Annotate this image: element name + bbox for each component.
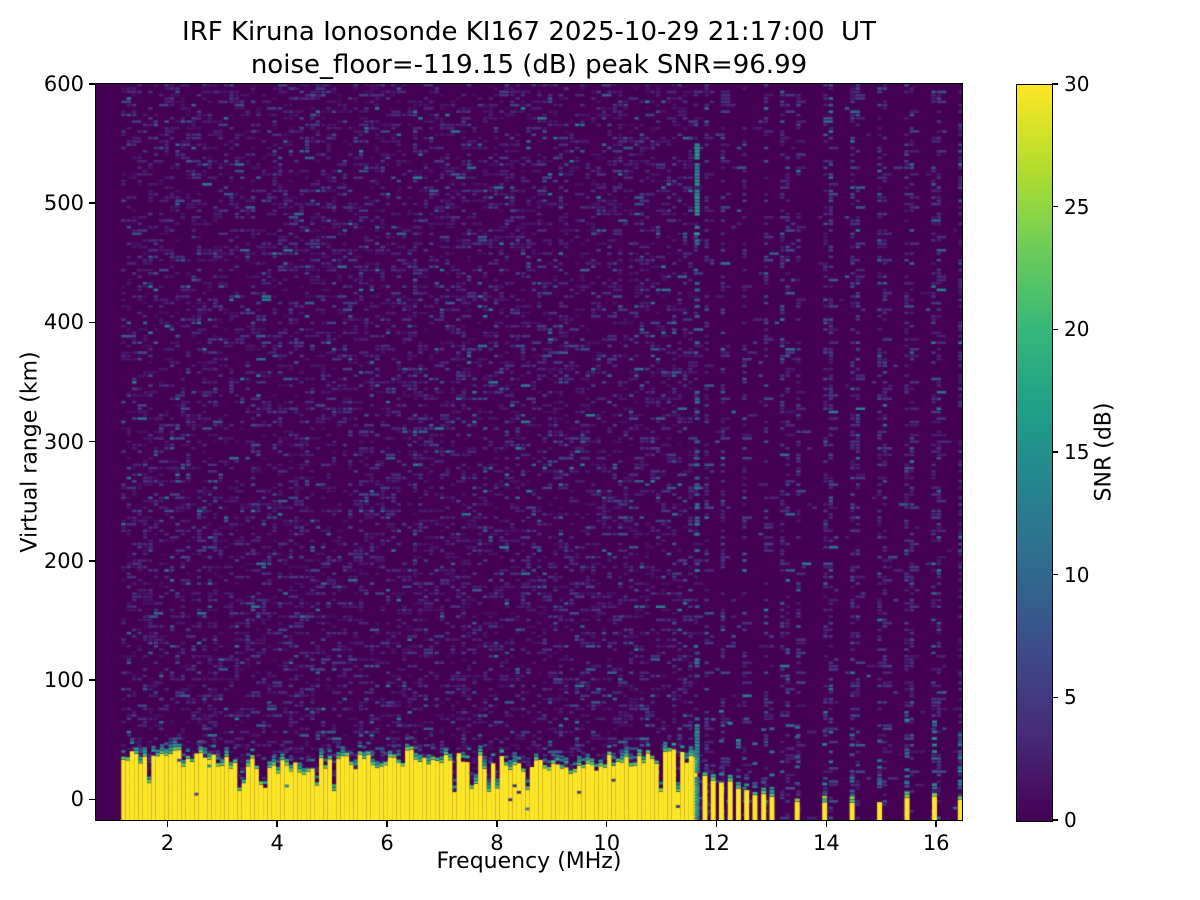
x-tick-mark [496, 820, 498, 827]
x-tick-mark [166, 820, 169, 827]
colorbar-tick-label: 5 [1064, 685, 1077, 710]
x-tick-mark [605, 820, 608, 827]
chart-subtitle: noise_floor=-119.15 (dB) peak SNR=96.99 [250, 50, 808, 80]
colorbar-tick-label: 0 [1064, 808, 1077, 832]
x-tick-mark [276, 820, 278, 827]
y-tick-label: 500 [43, 191, 84, 216]
colorbar-tick-mark [1052, 451, 1058, 453]
y-tick-label: 400 [43, 310, 84, 335]
colorbar [1016, 84, 1053, 822]
heatmap-canvas [96, 84, 962, 820]
colorbar-tick-mark [1052, 205, 1058, 208]
chart-title: IRF Kiruna Ionosonde KI167 2025-10-29 21… [182, 17, 876, 47]
x-tick-mark [715, 820, 718, 827]
y-tick-mark [89, 679, 96, 681]
y-tick-label: 300 [43, 429, 84, 454]
colorbar-tick-mark [1052, 83, 1058, 85]
x-tick-label: 10 [593, 831, 621, 855]
y-tick-label: 600 [43, 72, 84, 96]
plot-area-border [95, 83, 963, 821]
x-tick-mark [386, 820, 388, 827]
x-tick-label: 14 [812, 831, 840, 855]
x-tick-label: 4 [270, 831, 284, 855]
colorbar-tick-mark [1052, 328, 1058, 331]
colorbar-tick-mark [1052, 573, 1058, 576]
colorbar-tick-label: 10 [1064, 562, 1090, 587]
x-tick-mark [935, 820, 937, 827]
colorbar-tick-label: 30 [1064, 72, 1090, 96]
y-tick-mark [89, 440, 96, 443]
y-tick-mark [89, 798, 96, 801]
x-tick-mark [825, 820, 828, 827]
x-tick-label: 8 [490, 831, 504, 855]
colorbar-tick-mark [1052, 819, 1058, 821]
colorbar-label: SNR (dB) [1091, 402, 1117, 502]
colorbar-tick-mark [1052, 696, 1058, 699]
y-tick-mark [89, 83, 96, 85]
colorbar-tick-label: 20 [1064, 317, 1090, 342]
x-axis-label: Frequency (MHz) [436, 849, 622, 874]
x-tick-label: 12 [703, 831, 730, 855]
y-tick-mark [89, 202, 96, 204]
y-axis-label: Virtual range (km) [17, 351, 43, 553]
y-tick-mark [89, 321, 96, 324]
y-tick-mark [89, 560, 96, 562]
y-tick-label: 0 [70, 787, 84, 812]
y-tick-label: 100 [43, 668, 84, 693]
x-tick-label: 16 [922, 831, 950, 855]
colorbar-tick-label: 25 [1064, 194, 1090, 219]
colorbar-tick-label: 15 [1064, 440, 1090, 464]
x-tick-label: 6 [380, 831, 394, 855]
x-tick-label: 2 [160, 831, 175, 855]
y-tick-label: 200 [43, 548, 84, 573]
